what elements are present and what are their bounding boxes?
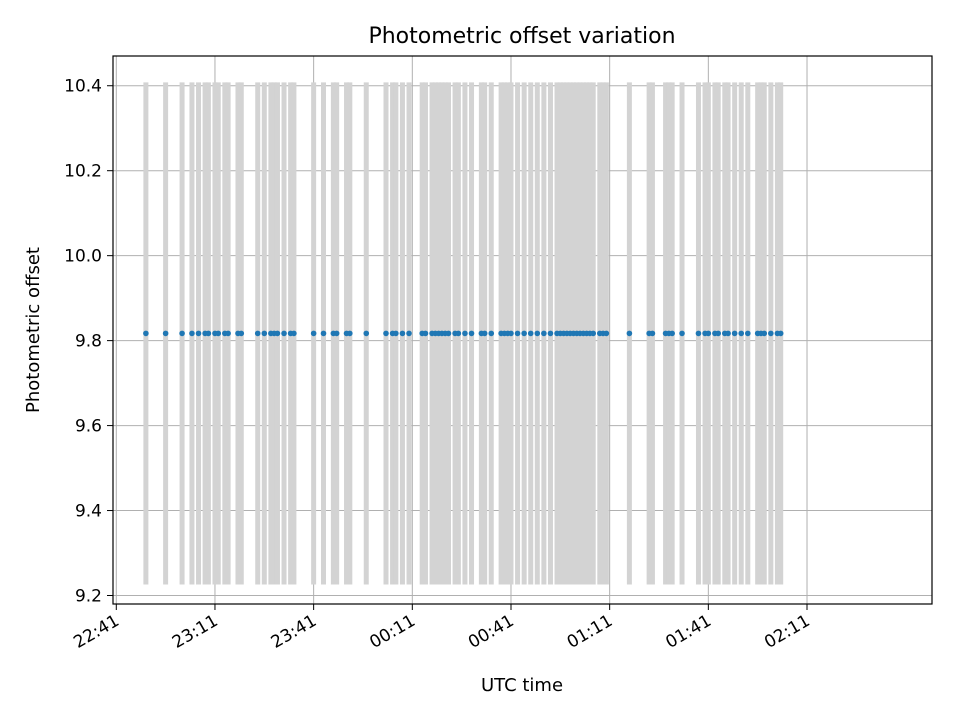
data-point xyxy=(488,330,495,337)
data-point xyxy=(310,330,317,337)
y-tick-label: 10.4 xyxy=(64,77,102,97)
y-axis-ticks: 9.2 9.4 9.6 9.8 10.0 10.2 10.4 xyxy=(64,77,113,607)
x-tick-label: 01:41 xyxy=(662,611,714,653)
data-point xyxy=(320,330,327,337)
data-point xyxy=(761,330,768,337)
data-point xyxy=(603,330,610,337)
data-point xyxy=(205,330,212,337)
data-point xyxy=(281,330,287,337)
data-point xyxy=(725,330,731,337)
y-axis-label: Photometric offset xyxy=(23,247,44,413)
x-tick-label: 00:11 xyxy=(366,611,418,653)
data-point xyxy=(534,330,541,337)
x-tick-label: 22:41 xyxy=(70,611,122,653)
data-point xyxy=(455,330,462,337)
data-point xyxy=(215,330,222,337)
data-point xyxy=(649,330,656,337)
data-point xyxy=(291,330,297,337)
data-point xyxy=(462,330,468,337)
data-point xyxy=(189,330,195,337)
data-point xyxy=(527,330,534,337)
y-tick-label: 9.4 xyxy=(75,502,102,522)
x-axis-label: UTC time xyxy=(481,675,563,696)
data-point xyxy=(590,330,597,337)
data-point xyxy=(514,330,521,337)
data-point xyxy=(347,330,353,337)
data-point xyxy=(254,330,261,337)
data-point xyxy=(695,330,702,337)
data-point xyxy=(179,330,185,337)
data-point xyxy=(679,330,685,337)
x-tick-label: 23:11 xyxy=(169,611,221,653)
x-tick-label: 23:41 xyxy=(268,611,320,653)
data-point xyxy=(399,330,406,337)
x-axis-ticks: 22:41 23:11 23:41 00:11 00:41 01:11 01:41 02:11 xyxy=(70,604,814,653)
data-point xyxy=(481,330,488,337)
data-point xyxy=(626,330,633,337)
data-point xyxy=(238,330,245,337)
data-point xyxy=(363,330,370,337)
data-point xyxy=(738,330,745,337)
y-tick-label: 10.2 xyxy=(64,162,102,182)
y-tick-label: 10.0 xyxy=(64,247,102,267)
data-point xyxy=(715,330,722,337)
data-point xyxy=(669,330,675,337)
data-point xyxy=(768,330,774,337)
data-point xyxy=(162,330,169,337)
data-point xyxy=(225,330,231,337)
data-point xyxy=(406,330,412,337)
y-tick-label: 9.6 xyxy=(75,417,102,437)
data-point xyxy=(508,330,514,337)
plot-frame xyxy=(112,55,933,605)
x-tick-label: 00:41 xyxy=(465,611,517,653)
data-point xyxy=(422,330,429,337)
data-point xyxy=(745,330,751,337)
data-point xyxy=(521,330,527,337)
y-tick-label: 9.2 xyxy=(75,587,102,607)
data-point xyxy=(705,330,712,337)
data-point xyxy=(383,330,389,337)
data-point xyxy=(393,330,399,337)
data-points xyxy=(143,330,784,337)
data-point xyxy=(777,330,784,337)
data-point xyxy=(541,330,547,337)
data-point xyxy=(261,330,268,337)
data-point xyxy=(547,330,554,337)
chart-title: Photometric offset variation xyxy=(368,24,675,49)
data-point xyxy=(468,330,475,337)
data-point xyxy=(143,330,149,337)
x-tick-label: 02:11 xyxy=(761,611,813,653)
data-point xyxy=(731,330,738,337)
y-tick-label: 9.8 xyxy=(75,332,102,352)
data-point xyxy=(445,330,452,337)
data-point xyxy=(274,330,281,337)
x-tick-label: 01:11 xyxy=(564,611,616,653)
data-point xyxy=(195,330,202,337)
data-point xyxy=(333,330,340,337)
